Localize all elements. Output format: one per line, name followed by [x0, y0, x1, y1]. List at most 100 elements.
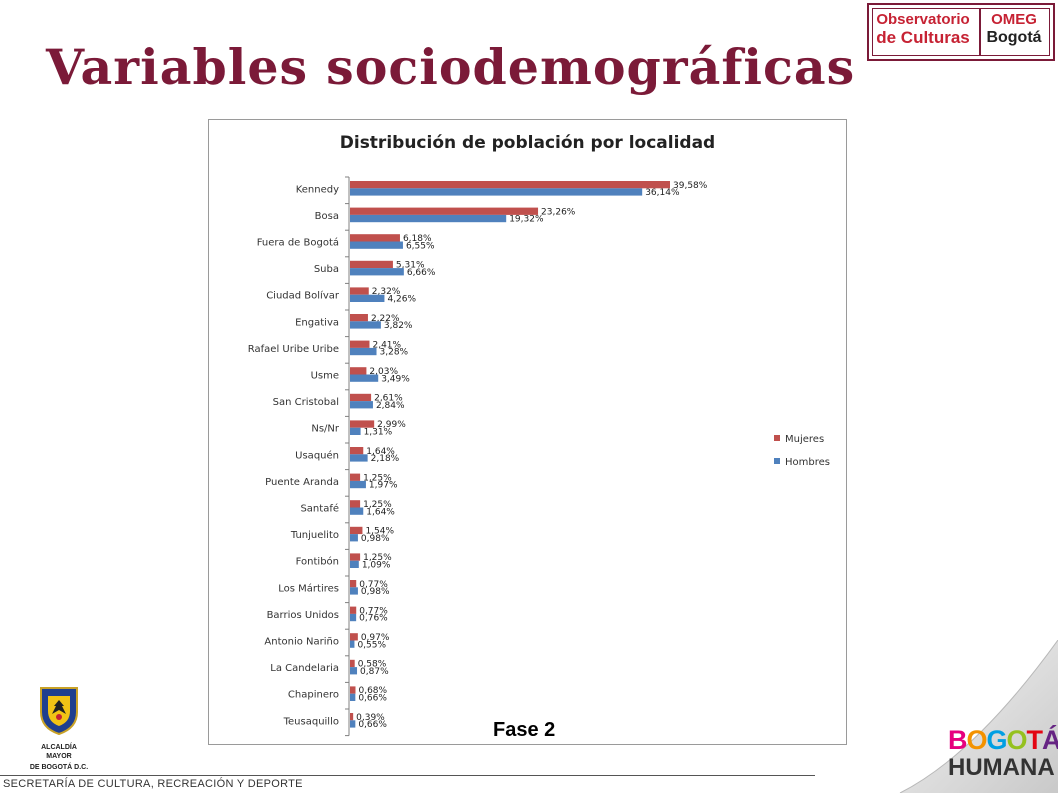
category-label: Rafael Uribe Uribe	[248, 344, 339, 355]
observatorio-logo-line2: de Culturas	[876, 28, 970, 47]
data-label-hombres: 2,18%	[371, 454, 400, 464]
bar-hombres	[350, 294, 385, 302]
data-label-mujeres: 2,03%	[369, 367, 398, 377]
footer-divider	[0, 775, 815, 776]
data-label-mujeres: 2,32%	[372, 287, 401, 297]
legend-swatch-mujeres	[774, 435, 780, 441]
bar-mujeres	[350, 340, 370, 348]
bar-mujeres	[350, 686, 356, 694]
data-label-hombres: 0,87%	[360, 667, 389, 677]
bar-hombres	[350, 321, 381, 329]
bar-mujeres	[350, 659, 355, 668]
data-label-hombres: 0,76%	[359, 614, 388, 624]
slide-title: Variables sociodemográficas	[46, 38, 856, 96]
bar-mujeres	[350, 606, 357, 614]
bar-mujeres	[350, 207, 539, 215]
data-label-mujeres: 2,61%	[374, 394, 403, 404]
data-label-hombres: 0,66%	[358, 720, 387, 730]
bar-mujeres	[350, 713, 354, 721]
category-label: Chapinero	[288, 690, 339, 701]
alcaldia-mayor-logo: ALCALDÍA MAYOR DE BOGOTÁ D.C.	[28, 684, 90, 772]
data-label-mujeres: 39,58%	[673, 181, 708, 191]
bar-mujeres	[350, 260, 393, 269]
data-label-mujeres: 2,41%	[372, 340, 401, 350]
phase-label: Fase 2	[493, 719, 556, 741]
omeg-logo-line1: OMEG	[991, 11, 1037, 28]
alcaldia-line1: ALCALDÍA MAYOR	[41, 744, 77, 760]
bogota-humana-line1: BOGOTÁ	[948, 725, 1058, 755]
bogota-humana-logo: BOGOTÁ HUMANA	[948, 725, 1058, 782]
category-label: Tunjuelito	[290, 530, 339, 541]
data-label-hombres: 0,55%	[357, 640, 386, 650]
category-label: Ns/Nr	[311, 424, 340, 435]
bar-hombres	[350, 560, 359, 568]
chart-title: Distribución de población por localidad	[339, 133, 716, 153]
bar-mujeres	[350, 473, 361, 481]
observatorio-omeg-logo: Observatorio de Culturas OMEG Bogotá	[867, 3, 1055, 61]
bar-hombres	[350, 534, 358, 542]
data-label-hombres: 6,55%	[406, 241, 435, 251]
category-label: Usme	[311, 371, 339, 382]
bar-hombres	[350, 427, 361, 435]
data-label-hombres: 6,66%	[407, 268, 436, 278]
data-label-mujeres: 0,68%	[358, 686, 387, 696]
data-label-mujeres: 2,22%	[371, 314, 400, 324]
bar-mujeres	[350, 553, 361, 561]
bar-hombres	[350, 188, 643, 196]
bar-mujeres	[350, 580, 357, 588]
observatorio-logo-line1: Observatorio	[876, 11, 970, 28]
data-label-mujeres: 0,77%	[359, 606, 388, 616]
data-label-mujeres: 1,64%	[366, 447, 395, 457]
category-label: Fuera de Bogotá	[257, 237, 339, 249]
data-label-hombres: 1,97%	[369, 481, 398, 491]
bar-hombres	[350, 640, 355, 648]
data-label-hombres: 3,82%	[384, 321, 413, 331]
bar-mujeres	[350, 500, 361, 508]
bar-mujeres	[350, 367, 367, 375]
bar-hombres	[350, 401, 373, 409]
category-label: Puente Aranda	[265, 477, 339, 488]
data-label-hombres: 3,28%	[380, 348, 409, 358]
bar-hombres	[350, 347, 377, 356]
data-label-hombres: 2,84%	[376, 401, 405, 411]
bar-mujeres	[350, 234, 400, 242]
category-label: Bosa	[315, 211, 339, 222]
category-label: Antonio Nariño	[264, 637, 339, 648]
alcaldia-line2: DE BOGOTÁ D.C.	[29, 764, 89, 771]
data-label-mujeres: 5,31%	[396, 261, 425, 271]
page-curl-decoration	[899, 640, 1058, 793]
data-label-hombres: 19,32%	[509, 215, 544, 225]
data-label-mujeres: 2,99%	[377, 420, 406, 430]
footer-text: SECRETARÍA DE CULTURA, RECREACIÓN Y DEPO…	[3, 778, 303, 790]
data-label-hombres: 4,26%	[387, 295, 416, 305]
data-label-hombres: 1,31%	[364, 428, 393, 438]
omeg-bogota-logo: OMEG Bogotá	[983, 11, 1045, 47]
category-label: Barrios Unidos	[267, 610, 339, 621]
bar-hombres	[350, 268, 404, 276]
data-label-mujeres: 1,54%	[365, 527, 394, 537]
category-label: Kennedy	[296, 184, 339, 195]
category-label: Los Mártires	[278, 582, 339, 594]
chart-area: Distribución de población por localidad	[208, 119, 847, 745]
data-label-mujeres: 0,39%	[356, 713, 385, 723]
bar-mujeres	[350, 287, 369, 295]
bar-hombres	[350, 214, 507, 223]
data-label-mujeres: 1,25%	[363, 500, 392, 510]
bar-hombres	[350, 241, 403, 249]
data-label-hombres: 36,14%	[645, 188, 680, 198]
data-label-hombres: 0,98%	[361, 534, 390, 544]
data-label-hombres: 0,66%	[358, 694, 387, 704]
legend-label-hombres: Hombres	[785, 457, 830, 468]
category-label: Ciudad Bolívar	[266, 290, 340, 302]
bar-mujeres	[350, 181, 670, 189]
data-label-hombres: 3,49%	[381, 374, 410, 384]
category-label: Engativa	[295, 317, 339, 328]
category-label: Usaquén	[295, 449, 339, 461]
observatorio-culturas-logo: Observatorio de Culturas	[873, 11, 973, 47]
bar-mujeres	[350, 393, 372, 402]
bar-hombres	[350, 454, 368, 462]
bar-mujeres	[350, 526, 363, 535]
bar-hombres	[350, 587, 358, 595]
bar-mujeres	[350, 314, 368, 322]
